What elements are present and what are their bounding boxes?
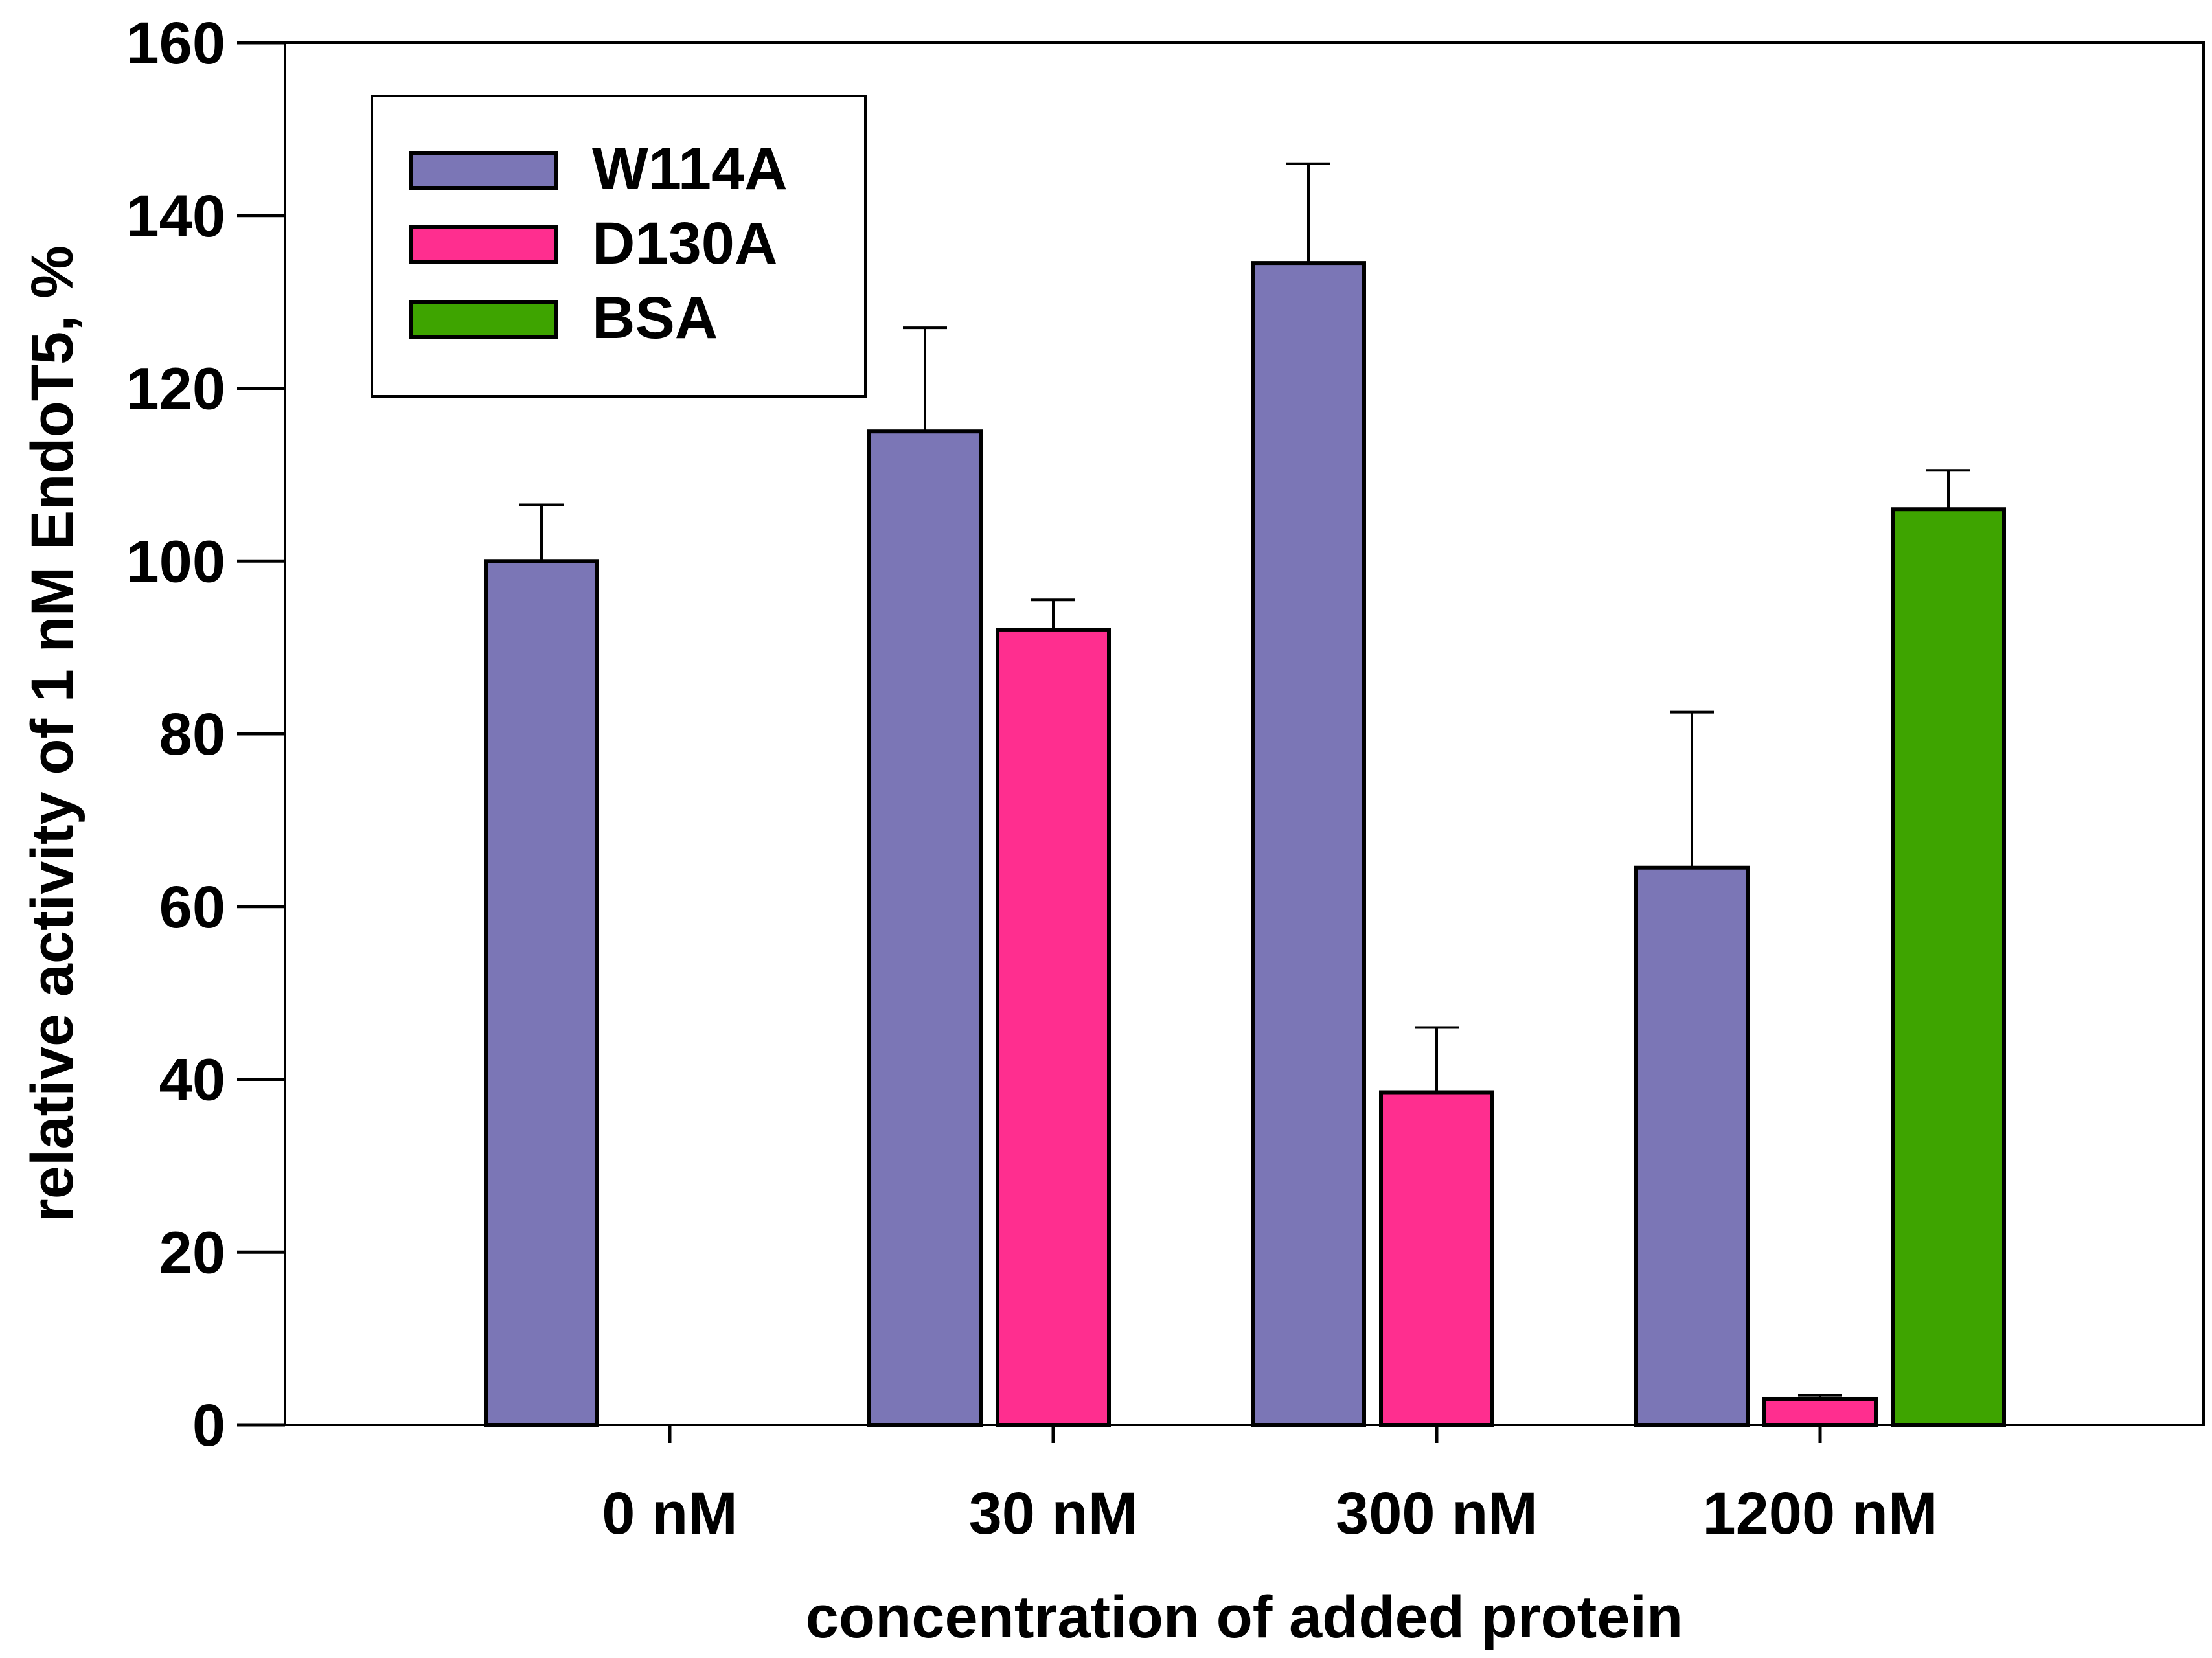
legend-swatch [409, 225, 558, 264]
y-tick-label: 120 [126, 356, 226, 422]
bar-w114a [1251, 261, 1366, 1427]
y-tick-label: 20 [159, 1220, 225, 1286]
x-axis-title: concentration of added protein [806, 1584, 1683, 1650]
x-axis: 0 nM 30 nM 300 nM 1200 nM [602, 1425, 1938, 1547]
y-axis: 0 20 40 60 80 100 120 140 160 [126, 10, 285, 1459]
bar-d130a [1762, 1396, 1878, 1427]
bar-d130a [996, 628, 1111, 1427]
x-tick-label: 300 nM [1336, 1481, 1538, 1547]
y-tick-label: 0 [192, 1392, 225, 1459]
bar-w114a [484, 559, 599, 1427]
legend-swatch [409, 300, 558, 339]
bar-d130a [1379, 1090, 1494, 1427]
y-tick-label: 80 [159, 701, 225, 767]
x-tick-label: 30 nM [969, 1481, 1138, 1547]
legend: W114A D130A BSA [371, 95, 867, 398]
y-tick-label: 60 [159, 874, 225, 940]
bar-bsa [1891, 507, 2006, 1427]
x-tick-label: 0 nM [602, 1481, 738, 1547]
legend-label: D130A [592, 210, 777, 277]
bar-w114a [867, 429, 983, 1427]
legend-swatch [409, 151, 558, 190]
y-tick-label: 40 [159, 1047, 225, 1113]
y-tick-label: 160 [126, 10, 226, 76]
legend-label: W114A [592, 136, 788, 202]
x-tick-label: 1200 nM [1702, 1481, 1937, 1547]
bars [484, 162, 2006, 1427]
legend-label: BSA [592, 285, 718, 351]
bar-w114a [1634, 865, 1750, 1427]
y-axis-title: relative activity of 1 nM EndoT5, % [19, 245, 86, 1222]
y-tick-label: 140 [126, 183, 226, 249]
y-tick-label: 100 [126, 528, 226, 595]
